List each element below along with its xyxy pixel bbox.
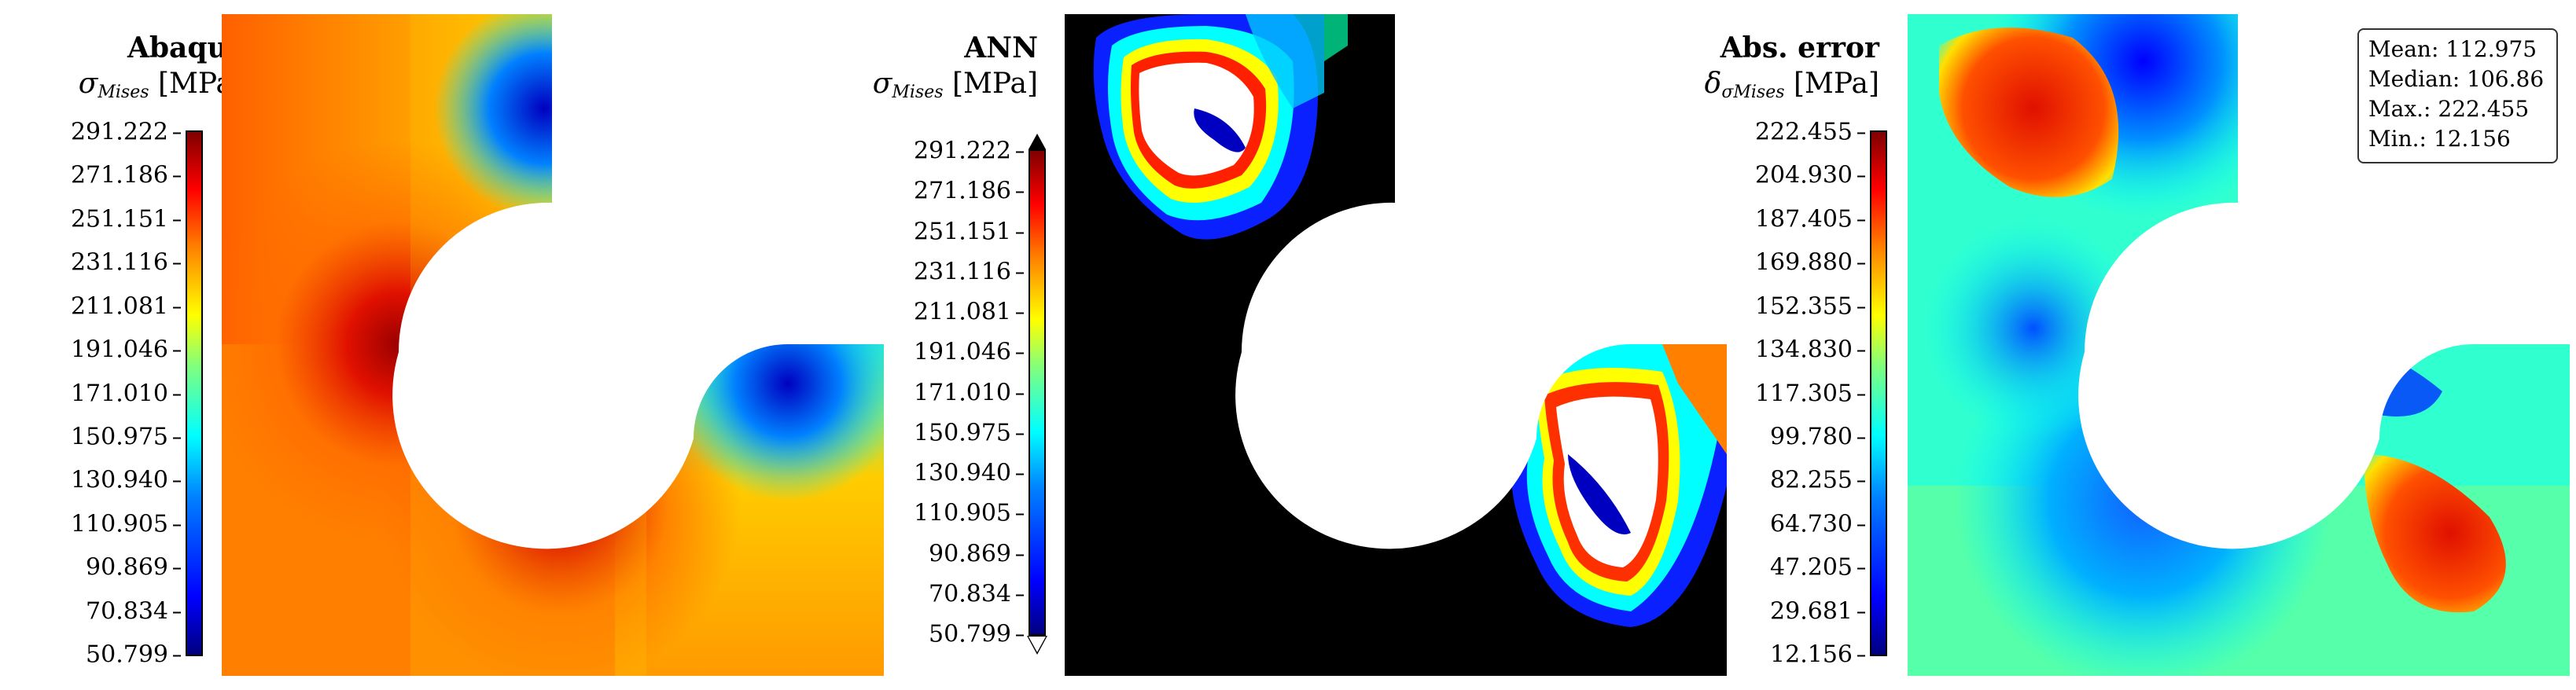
colorbar-tick-label: 99.780 (1770, 423, 1865, 450)
colorbar-tick-label: 251.151 (71, 205, 181, 233)
colorbar-tick-label: 110.905 (71, 510, 181, 538)
colorbar-tick-label: 90.869 (929, 540, 1024, 567)
colorbar-tick-label: 231.116 (914, 258, 1024, 285)
colorbar-tick-label: 50.799 (86, 641, 181, 669)
panel-2-colorbar-under-arrow-fill (1029, 637, 1046, 652)
colorbar-tick-label: 130.940 (71, 467, 181, 494)
panel-2-title: ANN (964, 31, 1038, 64)
colorbar-tick-label: 191.046 (914, 339, 1024, 366)
colorbar-tick-label: 187.405 (1755, 205, 1865, 233)
colorbar-tick-label: 169.880 (1755, 249, 1865, 277)
colorbar-tick-label: 70.834 (86, 597, 181, 625)
colorbar-tick-label: 82.255 (1770, 467, 1865, 494)
colorbar-tick-label: 211.081 (71, 292, 181, 320)
colorbar-tick-label: 117.305 (1755, 380, 1865, 407)
colorbar-tick-label: 50.799 (929, 621, 1024, 648)
stat-mean: Mean: 112.975 (2368, 36, 2537, 62)
colorbar-tick-label: 251.151 (914, 218, 1024, 245)
colorbar-tick-label: 150.975 (71, 423, 181, 450)
colorbar-tick-label: 134.830 (1755, 336, 1865, 364)
colorbar-tick-label: 130.940 (914, 460, 1024, 487)
panel-1-title: Abaqus (127, 31, 244, 64)
panel-3-title: Abs. error (1720, 31, 1879, 64)
colorbar-tick-label: 171.010 (71, 380, 181, 407)
stat-max: Max.: 222.455 (2368, 96, 2530, 122)
colorbar-tick-label: 271.186 (914, 178, 1024, 205)
colorbar-tick-label: 47.205 (1770, 554, 1865, 582)
colorbar-tick-label: 12.156 (1770, 641, 1865, 669)
colorbar-tick-label: 204.930 (1755, 162, 1865, 189)
colorbar-tick-label: 222.455 (1755, 119, 1865, 146)
panel-1-stress-field (222, 14, 884, 676)
colorbar-tick-label: 291.222 (71, 119, 181, 146)
colorbar-tick-label: 291.222 (914, 138, 1024, 165)
colorbar-tick-label: 152.355 (1755, 292, 1865, 320)
panel-2-colorbar-ticks: 291.222 271.186 251.151 231.116 211.081 191.0… (906, 138, 1024, 648)
colorbar-tick-label: 29.681 (1770, 597, 1865, 625)
colorbar-tick-label: 191.046 (71, 336, 181, 364)
colorbar-tick-label: 231.116 (71, 249, 181, 277)
stat-min: Min.: 12.156 (2368, 126, 2511, 152)
panel-2-colorbar-over-arrow (1029, 134, 1046, 149)
colorbar-tick-label: 70.834 (929, 580, 1024, 607)
colorbar-tick-label: 90.869 (86, 554, 181, 582)
colorbar-tick-label: 171.010 (914, 379, 1024, 406)
panel-3-colorbar (1870, 130, 1887, 656)
colorbar-tick-label: 64.730 (1770, 510, 1865, 538)
panel-1-colorbar-ticks: 291.222 271.186 251.151 231.116 211.081 191.0… (63, 119, 181, 669)
panel-2-quantity-label: σMises [MPa] (872, 68, 1038, 102)
stat-median: Median: 106.86 (2368, 66, 2545, 92)
panel-2-stress-field (1065, 14, 1727, 676)
colorbar-tick-label: 271.186 (71, 162, 181, 189)
colorbar-tick-label: 211.081 (914, 299, 1024, 326)
panel-1-quantity-label: σMises [MPa] (78, 68, 244, 102)
panel-3-colorbar-ticks: 222.455 204.930 187.405 169.880 152.355 134.8… (1747, 119, 1865, 669)
panel-2-colorbar (1029, 149, 1046, 636)
error-statistics-box: Mean: 112.975 Median: 106.86 Max.: 222.4… (2357, 28, 2558, 163)
colorbar-tick-label: 150.975 (914, 419, 1024, 446)
colorbar-tick-label: 110.905 (914, 500, 1024, 527)
panel-3-quantity-label: δσMises [MPa] (1704, 68, 1879, 102)
panel-1-colorbar (186, 130, 203, 656)
